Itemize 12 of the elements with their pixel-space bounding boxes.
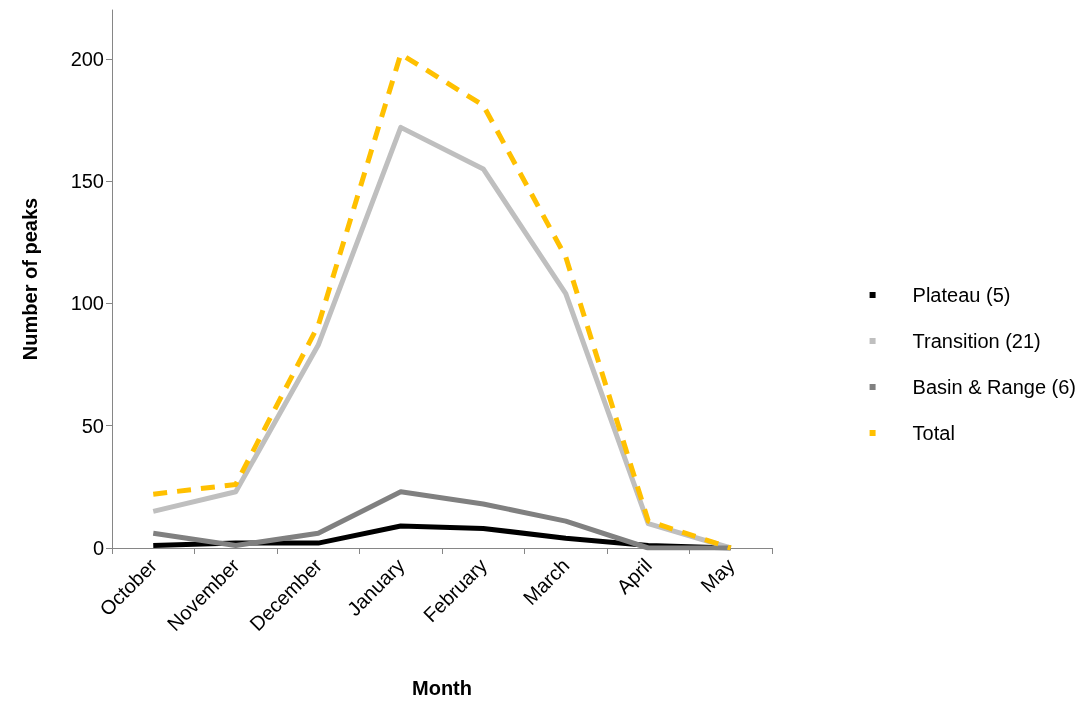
y-axis-title: Number of peaks [19,197,41,361]
y-tick-label: 50 [81,414,104,437]
x-axis-title: Month [412,677,472,699]
x-tick-label: May [696,554,739,597]
y-tick-label: 0 [92,537,104,559]
y-tick-label: 150 [70,170,104,193]
legend-label: Transition (21) [912,330,1041,352]
legend-label: Total [912,422,955,444]
y-tick-label: 100 [70,292,104,315]
y-tick-label: 200 [70,47,104,70]
legend-label: Basin & Range (6) [912,376,1076,398]
legend-label: Plateau (5) [912,284,1011,306]
